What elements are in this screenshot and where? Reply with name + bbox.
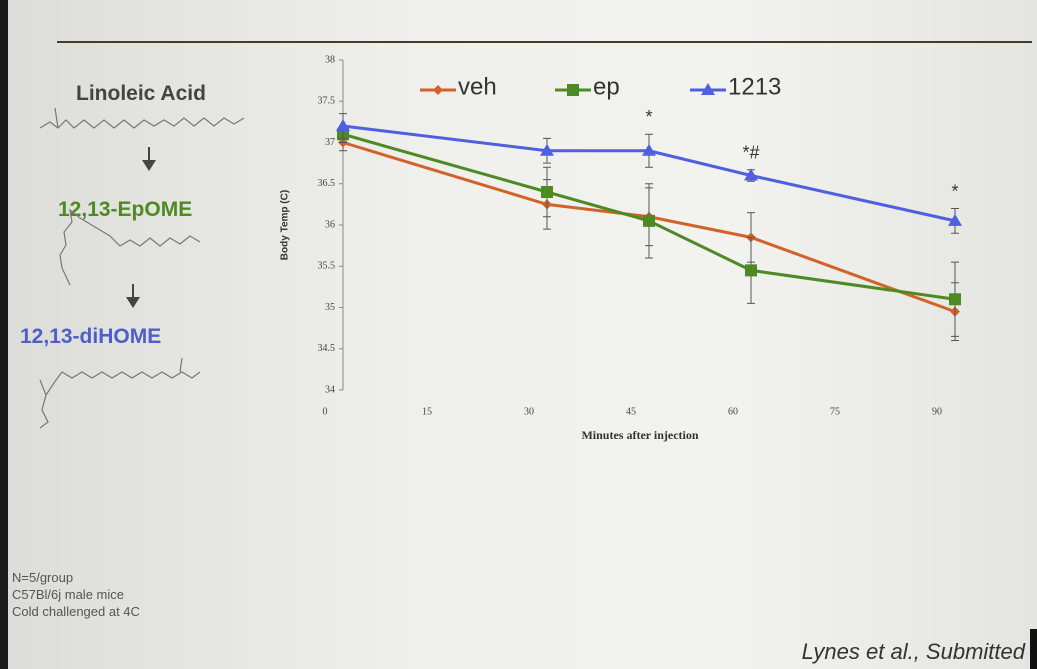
- legend-label: veh: [458, 73, 497, 100]
- annotation: *: [645, 107, 652, 127]
- chart: Body Temp (C) Minutes after injection 34…: [0, 0, 1037, 460]
- marker: [541, 186, 553, 198]
- x-tick-label: 90: [932, 406, 942, 417]
- y-tick-label: 35.5: [318, 261, 336, 272]
- citation: Lynes et al., Submitted: [802, 639, 1025, 665]
- note: C57Bl/6j male mice: [12, 587, 124, 602]
- marker: [567, 84, 579, 96]
- slide: Linoleic Acid 12,13-EpOME 12,13-diHOME N…: [0, 0, 1037, 669]
- legend-label: 1213: [728, 73, 781, 100]
- marker: [949, 293, 961, 305]
- marker: [336, 119, 350, 131]
- marker: [745, 264, 757, 276]
- marker: [643, 215, 655, 227]
- note: Cold challenged at 4C: [12, 604, 140, 619]
- note: N=5/group: [12, 570, 73, 585]
- x-tick-label: 60: [728, 406, 738, 417]
- annotation: *: [951, 181, 958, 201]
- x-tick-label: 30: [524, 406, 534, 417]
- annotation: *#: [742, 142, 759, 162]
- y-tick-label: 37: [325, 137, 335, 148]
- y-tick-label: 38: [325, 54, 335, 65]
- x-tick-label: 15: [422, 406, 432, 417]
- marker: [433, 85, 443, 95]
- x-tick-label: 75: [830, 406, 840, 417]
- y-tick-label: 35: [325, 302, 335, 313]
- y-tick-label: 37.5: [318, 96, 336, 107]
- y-tick-label: 36: [325, 219, 335, 230]
- y-axis-label: Body Temp (C): [280, 190, 291, 260]
- x-axis-label: Minutes after injection: [581, 428, 698, 442]
- edge: [1030, 629, 1037, 669]
- y-tick-label: 34.5: [318, 343, 336, 354]
- y-tick-label: 34: [325, 384, 335, 395]
- x-tick-label: 45: [626, 406, 636, 417]
- x-tick-label: 0: [323, 406, 328, 417]
- y-tick-label: 36.5: [318, 178, 336, 189]
- legend-label: ep: [593, 73, 620, 100]
